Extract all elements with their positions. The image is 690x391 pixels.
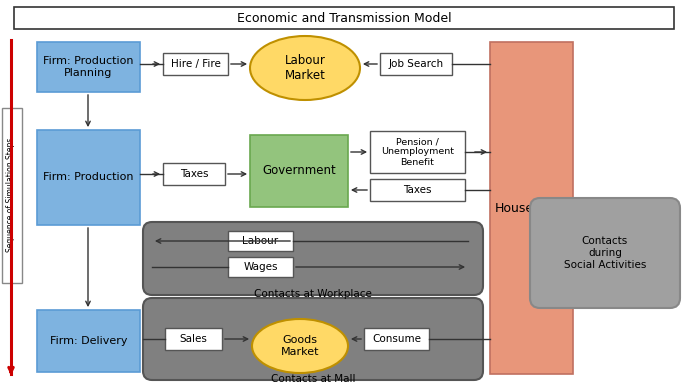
FancyBboxPatch shape <box>143 222 483 295</box>
Text: Firm: Delivery: Firm: Delivery <box>50 336 127 346</box>
FancyBboxPatch shape <box>14 7 674 29</box>
Text: Contacts at Workplace: Contacts at Workplace <box>254 289 372 299</box>
Text: Sequence of Simulation Steps: Sequence of Simulation Steps <box>6 138 15 252</box>
FancyBboxPatch shape <box>490 42 573 374</box>
FancyBboxPatch shape <box>2 108 22 283</box>
FancyBboxPatch shape <box>250 135 348 207</box>
Text: Sales: Sales <box>179 334 208 344</box>
FancyBboxPatch shape <box>37 130 140 225</box>
Text: Labour
Market: Labour Market <box>284 54 326 82</box>
FancyBboxPatch shape <box>37 42 140 92</box>
Text: Households: Households <box>495 201 568 215</box>
Ellipse shape <box>250 36 360 100</box>
Ellipse shape <box>252 319 348 373</box>
FancyBboxPatch shape <box>163 53 228 75</box>
Text: Firm: Production
Planning: Firm: Production Planning <box>43 56 134 78</box>
Text: Economic and Transmission Model: Economic and Transmission Model <box>237 11 451 25</box>
Text: Wages: Wages <box>244 262 278 272</box>
FancyBboxPatch shape <box>380 53 452 75</box>
FancyBboxPatch shape <box>165 328 222 350</box>
Text: Taxes: Taxes <box>403 185 432 195</box>
FancyBboxPatch shape <box>37 310 140 372</box>
Text: Firm: Production: Firm: Production <box>43 172 134 183</box>
FancyBboxPatch shape <box>228 257 293 277</box>
FancyBboxPatch shape <box>143 298 483 380</box>
FancyBboxPatch shape <box>228 231 293 251</box>
Text: Labour: Labour <box>242 236 279 246</box>
Text: Contacts at Mall: Contacts at Mall <box>270 374 355 384</box>
FancyBboxPatch shape <box>370 179 465 201</box>
FancyBboxPatch shape <box>370 131 465 173</box>
Text: Contacts
during
Social Activities: Contacts during Social Activities <box>564 237 647 270</box>
Text: Goods
Market: Goods Market <box>281 335 319 357</box>
Text: Job Search: Job Search <box>388 59 444 69</box>
Text: Hire / Fire: Hire / Fire <box>170 59 220 69</box>
FancyBboxPatch shape <box>530 198 680 308</box>
Text: Pension /
Unemployment
Benefit: Pension / Unemployment Benefit <box>381 137 454 167</box>
Text: Government: Government <box>262 165 336 178</box>
FancyBboxPatch shape <box>364 328 429 350</box>
FancyBboxPatch shape <box>163 163 225 185</box>
Text: Taxes: Taxes <box>180 169 208 179</box>
Text: Consume: Consume <box>372 334 421 344</box>
